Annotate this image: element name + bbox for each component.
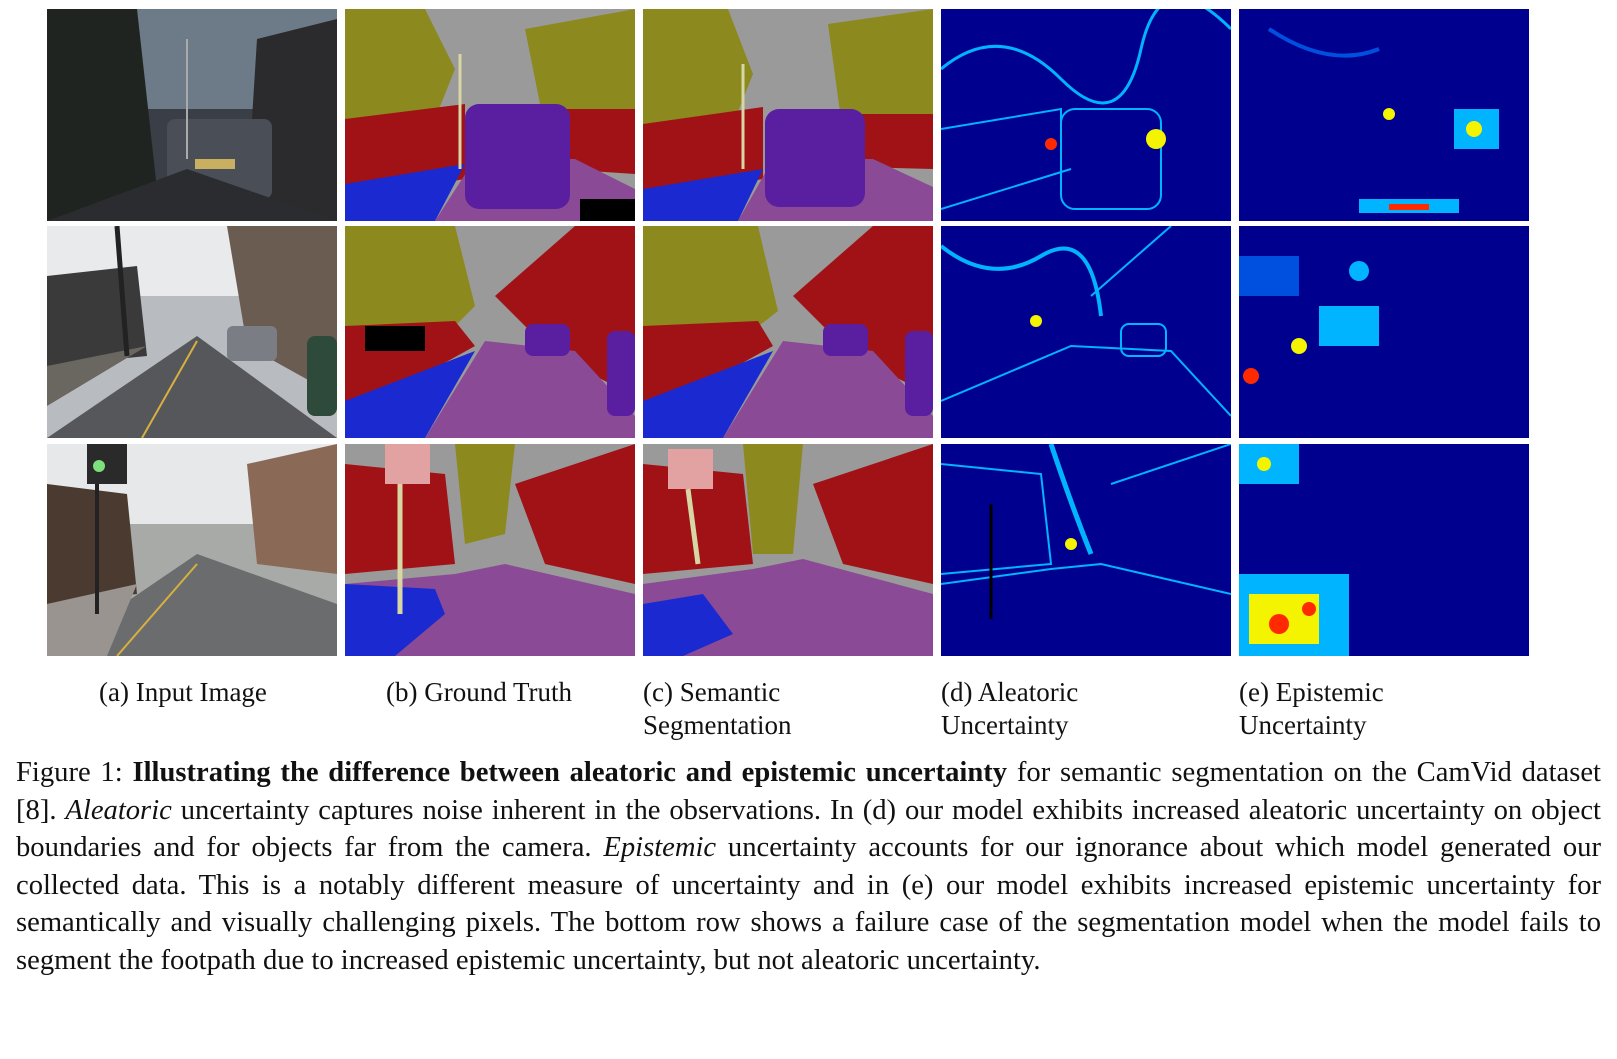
column-label-d-line2: Uncertainty — [941, 710, 1069, 740]
column-label-e: (e) Epistemic Uncertainty — [1239, 676, 1384, 742]
epistemic-row-1 — [1239, 9, 1529, 221]
caption-bold-title: Illustrating the difference between alea… — [132, 757, 1008, 788]
column-label-e-line1: (e) Epistemic — [1239, 677, 1384, 707]
segmentation-row-3 — [643, 444, 933, 656]
column-label-a: (a) Input Image — [99, 676, 267, 709]
input-image-row-1 — [47, 9, 337, 221]
caption-prefix: Figure 1: — [16, 757, 133, 788]
epistemic-row-3 — [1239, 444, 1529, 656]
ground-truth-row-1 — [345, 9, 635, 221]
epistemic-row-2 — [1239, 226, 1529, 438]
ground-truth-row-3 — [345, 444, 635, 656]
aleatoric-row-1 — [941, 9, 1231, 221]
caption-italic-aleatoric: Aleatoric — [65, 794, 172, 826]
figure-caption: Figure 1: Illustrating the difference be… — [16, 754, 1601, 980]
aleatoric-row-2 — [941, 226, 1231, 438]
aleatoric-row-3 — [941, 444, 1231, 656]
caption-text-2: uncertainty captures noise inherent in t… — [16, 794, 1602, 864]
column-label-c-line2: Segmentation — [643, 710, 792, 740]
column-label-c: (c) Semantic Segmentation — [643, 676, 791, 742]
caption-text-3: uncertainty accounts for our ignorance a… — [16, 832, 1601, 976]
column-label-b-line1: (b) Ground Truth — [386, 677, 573, 707]
column-label-b: (b) Ground Truth — [386, 676, 572, 709]
column-label-e-line2: Uncertainty — [1239, 710, 1367, 740]
column-label-a-line1: (a) Input Image — [99, 677, 267, 707]
caption-italic-epistemic: Epistemic — [603, 832, 717, 864]
caption-text-1: for semantic segmentation on the CamVid … — [16, 757, 1601, 826]
segmentation-row-1 — [643, 9, 933, 221]
column-label-d-line1: (d) Aleatoric — [941, 677, 1079, 707]
column-label-c-line1: (c) Semantic — [643, 677, 781, 707]
input-image-row-3 — [47, 444, 337, 656]
ground-truth-row-2 — [345, 226, 635, 438]
segmentation-row-2 — [643, 226, 933, 438]
column-label-d: (d) Aleatoric Uncertainty — [941, 676, 1078, 742]
input-image-row-2 — [47, 226, 337, 438]
